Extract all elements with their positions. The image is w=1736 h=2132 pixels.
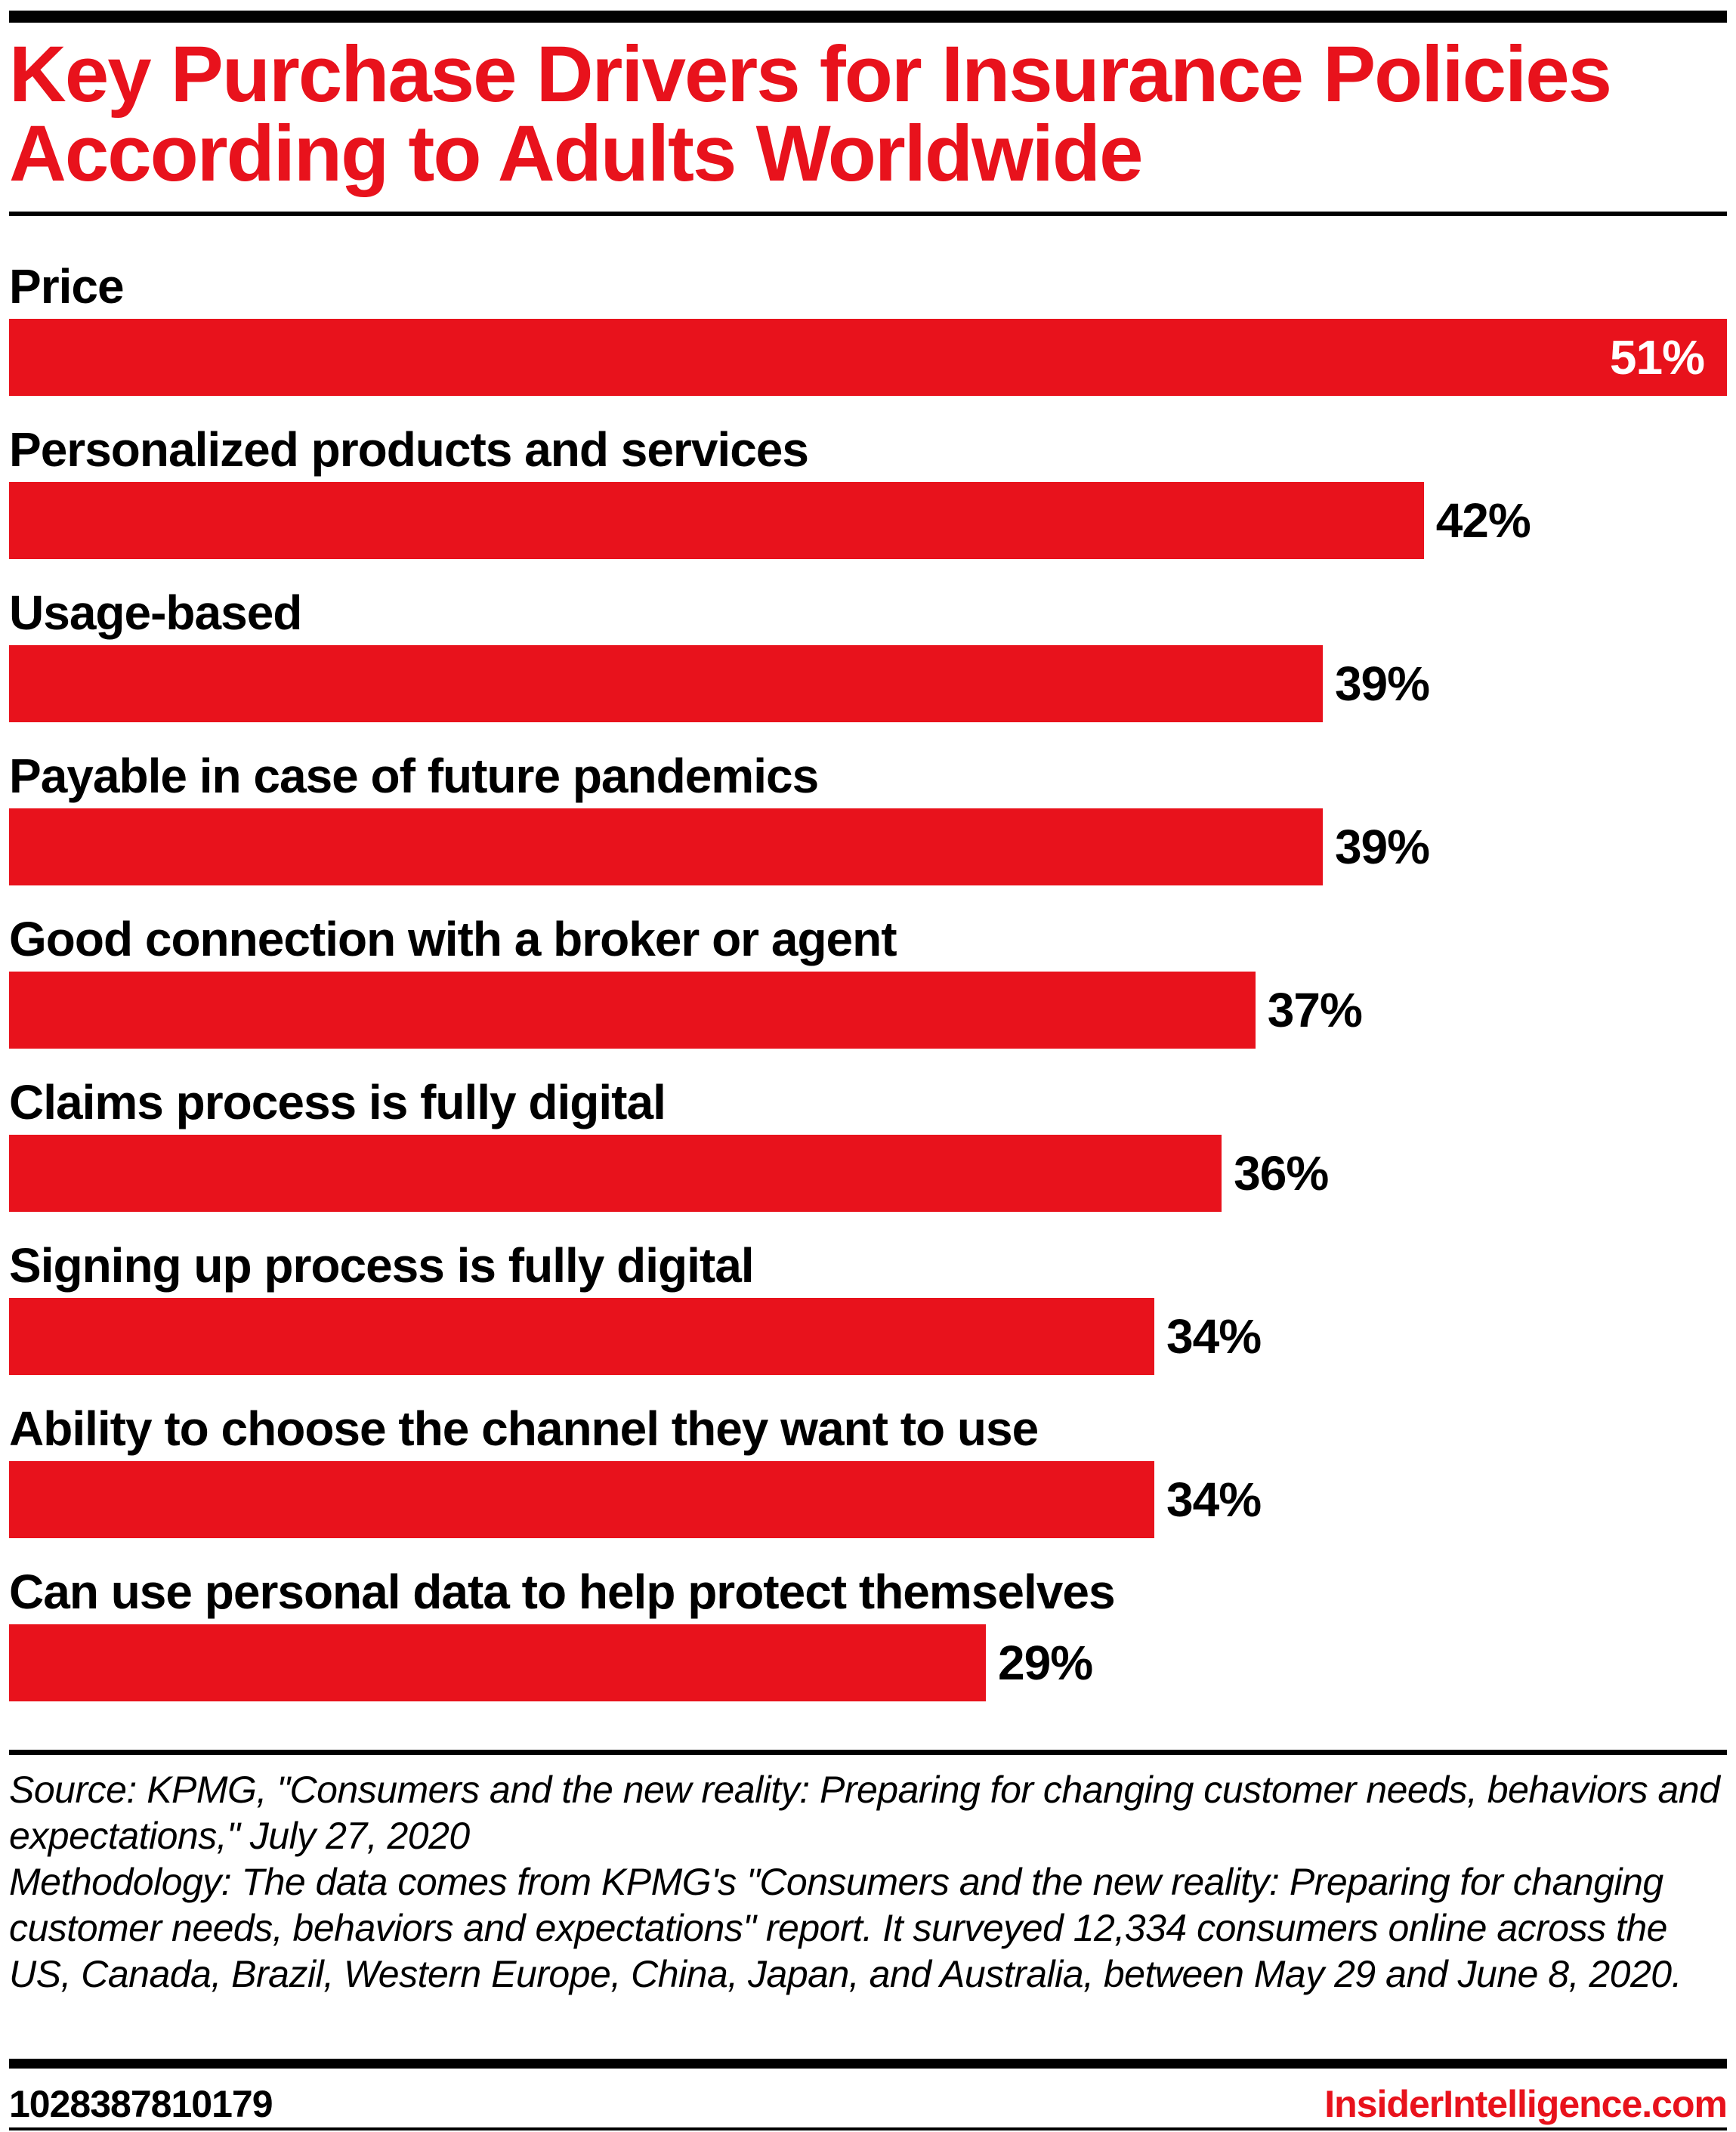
top-keyline-bar: [9, 11, 1727, 23]
bar-value-outside: 39%: [1334, 657, 1430, 711]
bar-track: 37%: [9, 972, 1727, 1049]
bar-row: Claims process is fully digital 36%: [9, 1076, 1727, 1212]
chart-id: 1028387810179: [9, 2083, 273, 2125]
bar-label: Good connection with a broker or agent: [9, 912, 897, 966]
methodology-note: Methodology: The data comes from KPMG's …: [9, 1861, 1682, 1995]
bar: [9, 1298, 1154, 1375]
bar: [9, 645, 1323, 722]
source-note: Source: KPMG, "Consumers and the new rea…: [9, 1769, 1720, 1857]
bar-value-outside: 42%: [1435, 493, 1531, 548]
bar: [9, 1135, 1222, 1212]
bar-value-outside: 34%: [1166, 1309, 1262, 1364]
bar-row: Signing up process is fully digital 34%: [9, 1239, 1727, 1375]
bar-value-outside: 39%: [1334, 820, 1430, 874]
bar: [9, 972, 1256, 1049]
bar-label: Can use personal data to help protect th…: [9, 1565, 1116, 1619]
bar-track: 42%: [9, 482, 1727, 559]
bar-chart: Price 51% Personalized products and serv…: [9, 260, 1727, 1701]
bar-row: Payable in case of future pandemics 39%: [9, 749, 1727, 885]
bar-label: Ability to choose the channel they want …: [9, 1401, 1039, 1456]
notes-block: Source: KPMG, "Consumers and the new rea…: [9, 1767, 1727, 2044]
source-divider: [9, 1750, 1727, 1755]
chart-title: Key Purchase Drivers for Insurance Polic…: [9, 30, 1612, 198]
title-divider: [9, 212, 1727, 216]
bar-track: 39%: [9, 808, 1727, 885]
bar-value-outside: 34%: [1166, 1472, 1262, 1527]
bottom-border-line: [9, 2127, 1727, 2130]
bar-value-outside: 36%: [1234, 1146, 1329, 1200]
bar-label: Price: [9, 259, 125, 314]
footer: 1028387810179 InsiderIntelligence.com: [9, 2082, 1728, 2126]
bar: [9, 1461, 1154, 1538]
bar-value-inside: 51%: [1609, 330, 1705, 385]
bar-track: 36%: [9, 1135, 1727, 1212]
bar-track: 34%: [9, 1461, 1727, 1538]
bar: [9, 482, 1424, 559]
bar-track: 34%: [9, 1298, 1727, 1375]
bar-track: 39%: [9, 645, 1727, 722]
bar-row: Personalized products and services 42%: [9, 423, 1727, 559]
brand-wordmark: InsiderIntelligence.com: [1324, 2083, 1728, 2125]
bar-row: Good connection with a broker or agent 3…: [9, 913, 1727, 1049]
bar-label: Claims process is fully digital: [9, 1075, 666, 1129]
bar-row: Can use personal data to help protect th…: [9, 1565, 1727, 1701]
bar-value-outside: 37%: [1267, 983, 1363, 1037]
bar-row: Price 51%: [9, 260, 1727, 396]
bar: [9, 808, 1323, 885]
bar-value-outside: 29%: [998, 1636, 1093, 1690]
bar: [9, 1624, 987, 1701]
footer-divider-bar: [9, 2059, 1727, 2069]
bar-row: Usage-based 39%: [9, 586, 1727, 722]
bar-track: 51%: [9, 319, 1727, 396]
bar-label: Personalized products and services: [9, 422, 809, 477]
bar: 51%: [9, 319, 1727, 396]
bar-track: 29%: [9, 1624, 1727, 1701]
bar-label: Usage-based: [9, 586, 302, 640]
bar-row: Ability to choose the channel they want …: [9, 1402, 1727, 1538]
bar-label: Payable in case of future pandemics: [9, 749, 819, 803]
bar-label: Signing up process is fully digital: [9, 1238, 755, 1293]
